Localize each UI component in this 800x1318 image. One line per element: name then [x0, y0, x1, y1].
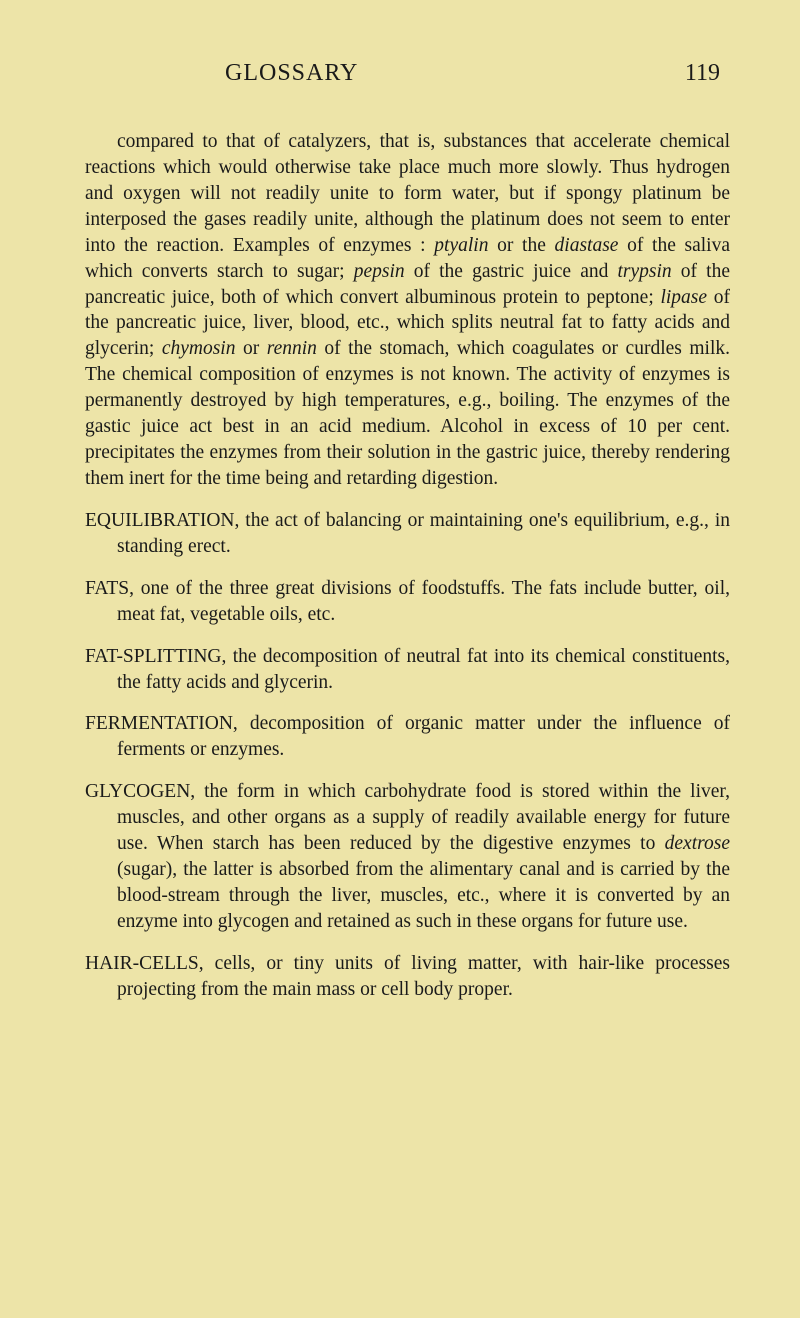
entry-text: FERMENTATION, decomposition of organic m…	[85, 713, 730, 760]
italic-term: pepsin	[354, 261, 405, 282]
italic-term: dextrose	[665, 833, 730, 854]
glossary-entry: GLYCOGEN, the form in which carbohydrate…	[85, 779, 730, 935]
entry-text: of the gastric juice and	[405, 261, 618, 282]
entry-text: HAIR-CELLS, cells, or tiny units of livi…	[85, 953, 730, 1000]
entry-text: GLYCOGEN, the form in which carbohydrate…	[85, 781, 730, 854]
italic-term: diastase	[555, 235, 619, 256]
entry-text: of the stomach, which coagulates or curd…	[85, 338, 730, 489]
italic-term: chymosin	[162, 338, 236, 359]
entry-text: or the	[488, 235, 554, 256]
glossary-entry: FERMENTATION, decomposition of organic m…	[85, 711, 730, 763]
italic-term: ptyalin	[434, 235, 488, 256]
glossary-entries: compared to that of catalyzers, that is,…	[85, 129, 730, 1003]
glossary-entry: compared to that of catalyzers, that is,…	[85, 129, 730, 492]
glossary-entry: FATS, one of the three great divisions o…	[85, 576, 730, 628]
page-number: 119	[685, 60, 720, 87]
entry-text: (sugar), the latter is absorbed from the…	[117, 859, 730, 932]
glossary-entry: EQUILIBRATION, the act of balancing or m…	[85, 508, 730, 560]
page-header: GLOSSARY 119	[85, 60, 730, 87]
glossary-entry: HAIR-CELLS, cells, or tiny units of livi…	[85, 951, 730, 1003]
italic-term: trypsin	[617, 261, 671, 282]
header-title: GLOSSARY	[225, 60, 358, 87]
italic-term: rennin	[267, 338, 317, 359]
entry-text: FAT-SPLITTING, the decomposition of neut…	[85, 646, 730, 693]
entry-text: EQUILIBRATION, the act of balancing or m…	[85, 510, 730, 557]
entry-text: or	[235, 338, 266, 359]
entry-text: FATS, one of the three great divisions o…	[85, 578, 730, 625]
italic-term: lipase	[660, 287, 707, 308]
glossary-entry: FAT-SPLITTING, the decomposition of neut…	[85, 644, 730, 696]
